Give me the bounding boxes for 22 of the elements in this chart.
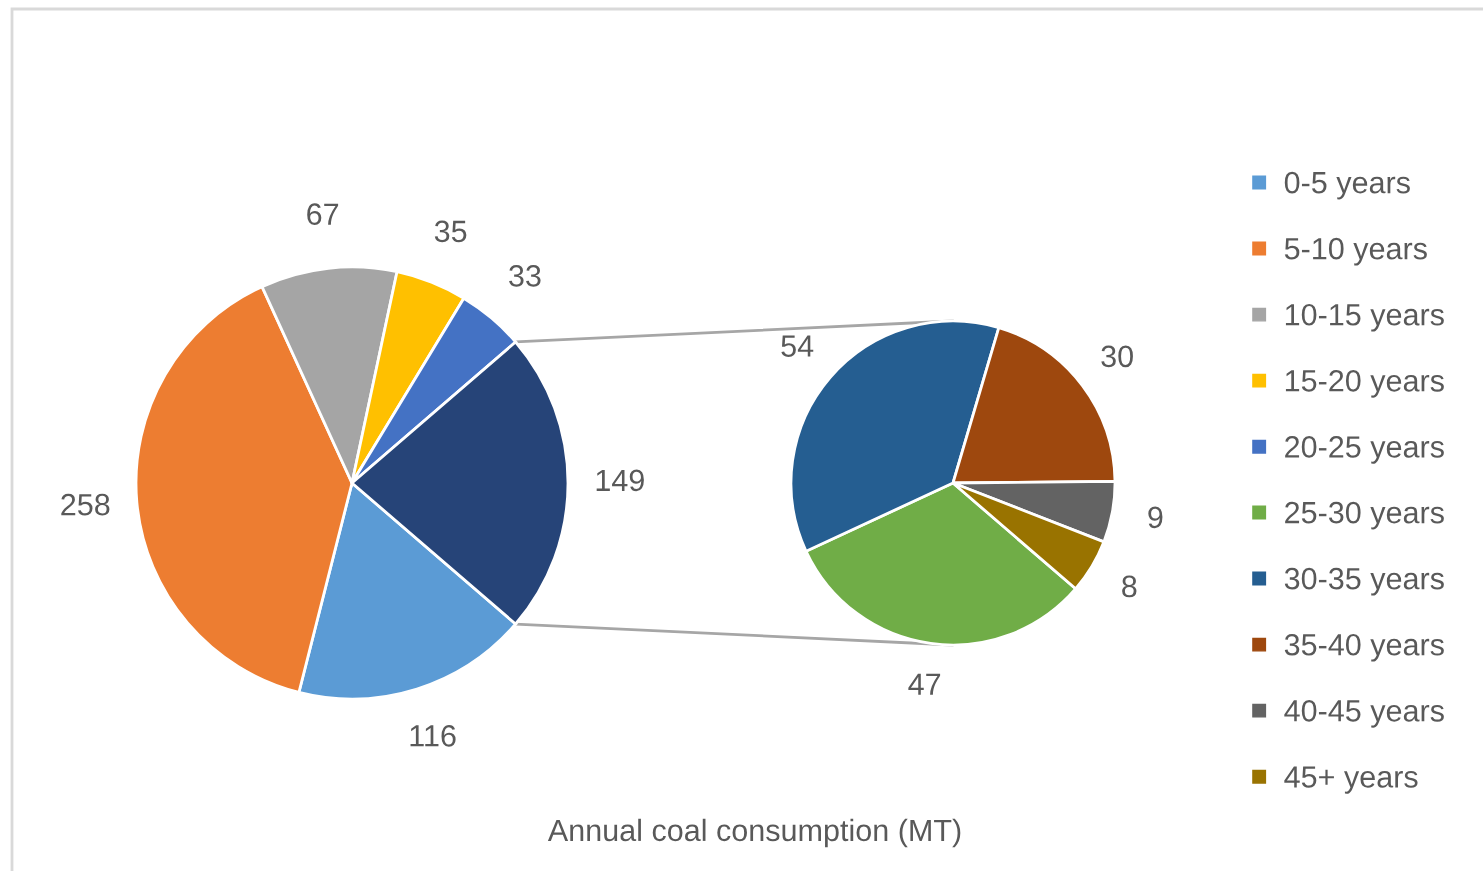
legend-label: 10-15 years: [1285, 303, 1444, 332]
data-label: 149: [596, 469, 644, 492]
text: Annual coal consumption (MT): [547, 818, 961, 848]
data-label: 47: [908, 673, 941, 695]
legend-label: 20-25 years: [1285, 436, 1444, 464]
legend-label: 40-45 years: [1284, 700, 1444, 728]
data-label: 54: [781, 335, 814, 357]
data-label: 8: [1122, 575, 1137, 598]
legend-label: 25-30 years: [1285, 501, 1444, 530]
data-label: 30: [1101, 345, 1133, 368]
data-label: 33: [509, 265, 541, 287]
data-label: 9: [1148, 506, 1163, 529]
legend-label: 35-40 years: [1284, 633, 1444, 662]
legend-label: 45+ years: [1284, 766, 1418, 794]
legend-label: 30-35 years: [1284, 567, 1444, 596]
legend-label: 5-10 years: [1284, 237, 1427, 266]
data-label: 67: [307, 203, 339, 225]
data-label: 116: [410, 725, 456, 747]
data-label: 258: [61, 493, 110, 516]
legend-label: 15-20 years: [1285, 370, 1444, 398]
legend-label: 0-5 years: [1284, 171, 1410, 200]
data-label: 35: [434, 220, 467, 243]
